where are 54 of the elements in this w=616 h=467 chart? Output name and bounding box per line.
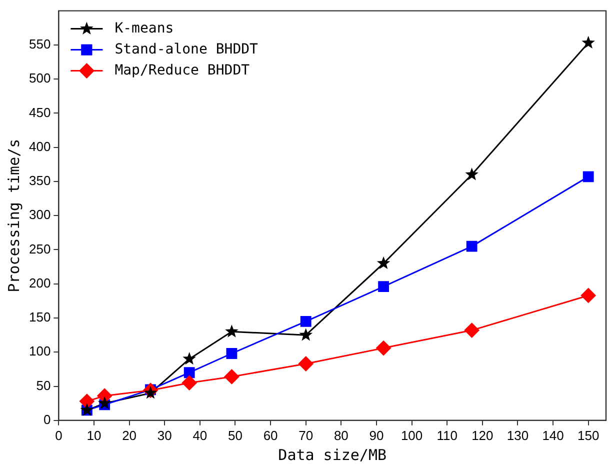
point — [582, 36, 595, 49]
x-tick-label: 30 — [157, 428, 172, 443]
point — [298, 356, 314, 372]
y-tick-label: 300 — [28, 207, 51, 222]
point — [225, 324, 238, 338]
y-tick-label: 350 — [28, 173, 51, 188]
legend-label: Stand-alone BHDDT — [114, 41, 259, 58]
x-tick-label: 40 — [192, 428, 208, 443]
point — [182, 352, 196, 365]
point — [144, 386, 158, 399]
x-tick-label: 10 — [86, 428, 102, 443]
x-tick-label: 60 — [263, 428, 278, 443]
point — [464, 322, 480, 338]
x-axis-title: Data size/MB — [278, 446, 387, 464]
legend-label: Map/Reduce BHDDT — [114, 62, 250, 78]
y-tick-label: 250 — [28, 241, 51, 256]
y-tick-label: 0 — [43, 412, 51, 427]
y-tick-label: 200 — [28, 275, 51, 290]
point — [224, 369, 240, 384]
x-tick-label: 0 — [55, 428, 62, 443]
y-tick-label: 500 — [28, 70, 51, 86]
x-tick-label: 140 — [542, 428, 564, 443]
point — [378, 281, 389, 292]
point — [300, 316, 312, 327]
y-axis-title: Processing time/s — [4, 138, 23, 292]
point — [582, 171, 594, 182]
x-tick-label: 120 — [472, 428, 494, 443]
x-tick-label: 110 — [436, 428, 458, 443]
y-tick-label: 550 — [28, 36, 51, 52]
point — [98, 396, 112, 409]
legend-label: K-means — [114, 20, 174, 36]
x-tick-label: 20 — [122, 428, 137, 443]
point — [184, 367, 195, 378]
x-tick-label: 80 — [334, 428, 348, 443]
point — [580, 288, 596, 303]
y-tick-label: 450 — [28, 104, 51, 120]
x-tick-label: 50 — [228, 428, 242, 443]
x-tick-label: 70 — [298, 428, 314, 443]
point — [226, 348, 238, 359]
point — [376, 256, 390, 270]
point — [299, 328, 313, 341]
y-tick-label: 100 — [28, 344, 51, 359]
x-tick-label: 90 — [369, 428, 384, 443]
y-tick-label: 400 — [28, 138, 51, 154]
y-tick-label: 50 — [36, 378, 51, 393]
x-tick-label: 100 — [400, 428, 423, 443]
x-tick-label: 130 — [506, 428, 529, 443]
x-tick-label: 150 — [577, 428, 600, 443]
point — [79, 394, 94, 409]
point — [465, 168, 478, 180]
point — [182, 375, 197, 390]
point — [466, 240, 478, 252]
point — [376, 340, 392, 356]
y-tick-label: 150 — [28, 310, 51, 325]
